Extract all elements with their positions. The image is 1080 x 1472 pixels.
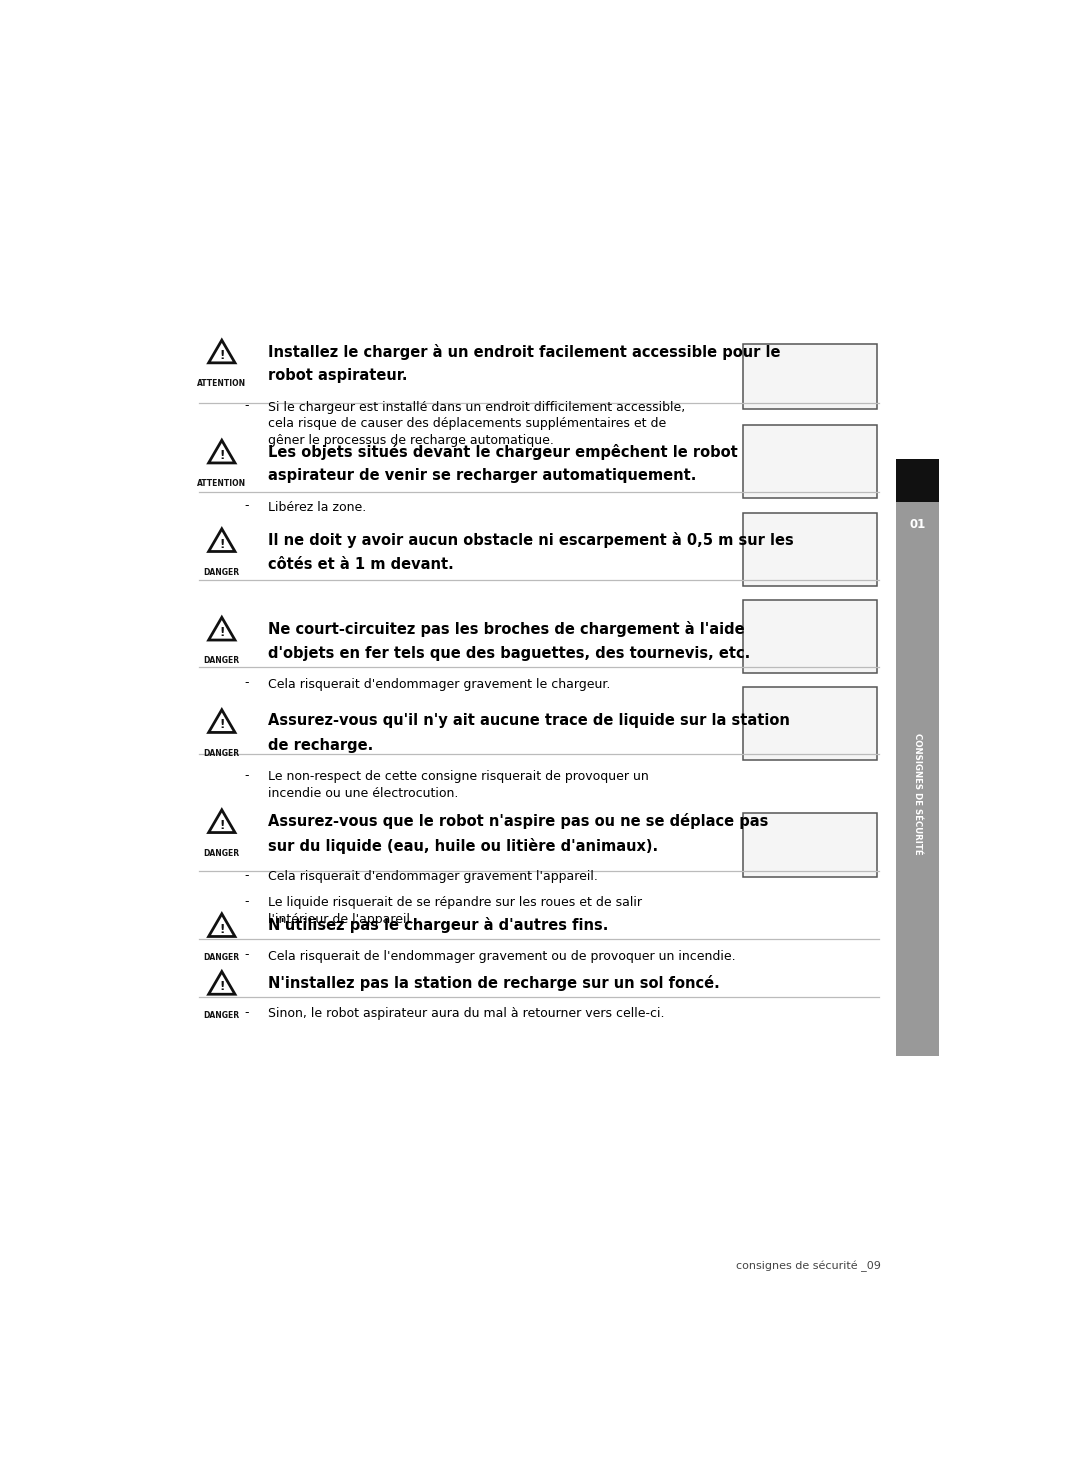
Text: -: - [244,948,248,961]
Text: -: - [244,895,248,908]
FancyBboxPatch shape [743,814,877,877]
Text: !: ! [219,718,225,732]
Text: DANGER: DANGER [204,749,240,758]
Text: DANGER: DANGER [204,952,240,961]
Text: 01: 01 [909,518,926,531]
Text: Installez le charger à un endroit facilement accessible pour le: Installez le charger à un endroit facile… [268,344,781,359]
Text: côtés et à 1 m devant.: côtés et à 1 m devant. [268,556,454,573]
Text: Sinon, le robot aspirateur aura du mal à retourner vers celle-ci.: Sinon, le robot aspirateur aura du mal à… [268,1007,665,1020]
Text: ATTENTION: ATTENTION [198,380,246,389]
Text: -: - [244,868,248,882]
Text: -: - [244,499,248,512]
Text: !: ! [219,818,225,832]
Text: N'installez pas la station de recharge sur un sol foncé.: N'installez pas la station de recharge s… [268,974,720,991]
Text: DANGER: DANGER [204,1011,240,1020]
Text: Le non-respect de cette consigne risquerait de provoquer un
incendie ou une élec: Le non-respect de cette consigne risquer… [268,770,649,799]
FancyBboxPatch shape [743,424,877,498]
Text: aspirateur de venir se recharger automatiquement.: aspirateur de venir se recharger automat… [268,468,697,483]
FancyBboxPatch shape [743,514,877,586]
Text: CONSIGNES DE SÉCURITÉ: CONSIGNES DE SÉCURITÉ [914,733,922,855]
FancyBboxPatch shape [743,601,877,673]
Text: Cela risquerait de l'endommager gravement ou de provoquer un incendie.: Cela risquerait de l'endommager gravemen… [268,949,735,963]
Text: sur du liquide (eau, huile ou litière d'animaux).: sur du liquide (eau, huile ou litière d'… [268,838,659,854]
FancyBboxPatch shape [743,344,877,409]
Text: ATTENTION: ATTENTION [198,480,246,489]
Text: Assurez-vous que le robot n'aspire pas ou ne se déplace pas: Assurez-vous que le robot n'aspire pas o… [268,814,769,829]
Text: -: - [244,1005,248,1019]
Text: Il ne doit y avoir aucun obstacle ni escarpement à 0,5 m sur les: Il ne doit y avoir aucun obstacle ni esc… [268,533,794,549]
Text: -: - [244,676,248,689]
Text: !: ! [219,449,225,462]
Text: !: ! [219,537,225,551]
Text: Si le chargeur est installé dans un endroit difficilement accessible,
cela risqu: Si le chargeur est installé dans un endr… [268,400,686,446]
Text: DANGER: DANGER [204,849,240,858]
Text: !: ! [219,626,225,639]
Text: -: - [244,768,248,782]
Text: Ne court-circuitez pas les broches de chargement à l'aide: Ne court-circuitez pas les broches de ch… [268,621,745,637]
Text: Cela risquerait d'endommager gravement l'appareil.: Cela risquerait d'endommager gravement l… [268,870,598,883]
Text: consignes de sécurité _09: consignes de sécurité _09 [735,1260,880,1272]
Text: !: ! [219,980,225,994]
Text: de recharge.: de recharge. [268,737,374,754]
Text: d'objets en fer tels que des baguettes, des tournevis, etc.: d'objets en fer tels que des baguettes, … [268,646,751,661]
Text: Libérez la zone.: Libérez la zone. [268,500,366,514]
Text: Le liquide risquerait de se répandre sur les roues et de salir
l'intérieur de l': Le liquide risquerait de se répandre sur… [268,896,643,926]
Text: Les objets situés devant le chargeur empêchent le robot: Les objets situés devant le chargeur emp… [268,445,738,459]
Text: !: ! [219,923,225,936]
Text: Cela risquerait d'endommager gravement le chargeur.: Cela risquerait d'endommager gravement l… [268,679,610,690]
FancyBboxPatch shape [896,459,940,502]
Text: DANGER: DANGER [204,657,240,665]
Text: Assurez-vous qu'il n'y ait aucune trace de liquide sur la station: Assurez-vous qu'il n'y ait aucune trace … [268,714,791,729]
Text: N'utilisez pas le chargeur à d'autres fins.: N'utilisez pas le chargeur à d'autres fi… [268,917,609,933]
Text: -: - [244,399,248,412]
Text: robot aspirateur.: robot aspirateur. [268,368,408,383]
Text: DANGER: DANGER [204,568,240,577]
Text: !: ! [219,349,225,362]
FancyBboxPatch shape [896,502,940,1055]
FancyBboxPatch shape [743,687,877,761]
